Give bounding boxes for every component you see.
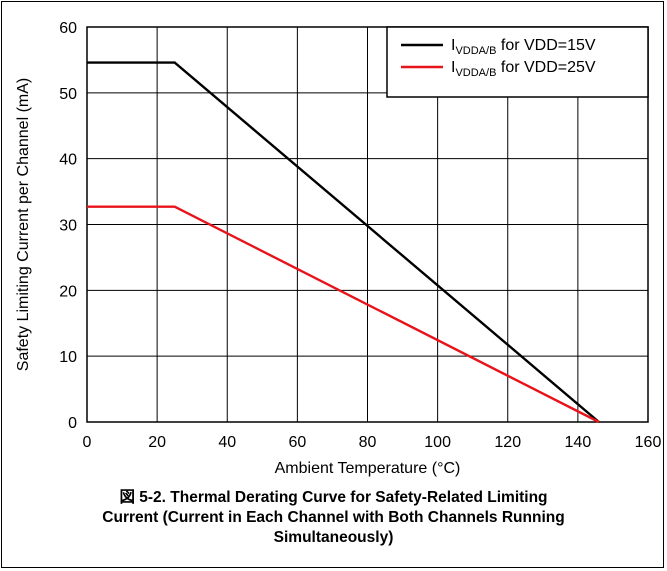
x-tick-label: 140 <box>565 434 592 451</box>
x-tick-label: 160 <box>635 434 662 451</box>
series-lines <box>87 61 600 424</box>
y-tick-label: 0 <box>68 415 77 432</box>
legend-label-2: IVDDA/B for VDD=25V <box>451 59 596 79</box>
x-tick-label: 0 <box>83 434 92 451</box>
legend-label-1: IVDDA/B for VDD=15V <box>451 37 596 57</box>
legend-box <box>386 26 649 98</box>
x-tick-labels: 0 20 40 60 80 100 120 140 160 <box>83 434 662 451</box>
x-tick-label: 120 <box>494 434 521 451</box>
x-tick-label: 20 <box>148 434 166 451</box>
y-tick-label: 50 <box>59 86 77 103</box>
caption-line-1: 図 5-2. Thermal Derating Curve for Safety… <box>119 489 548 506</box>
y-tick-label: 30 <box>59 218 77 235</box>
series-line-1 <box>87 61 600 423</box>
y-tick-labels: 0 10 20 30 40 50 60 <box>59 20 77 432</box>
y-tick-label: 40 <box>59 152 77 169</box>
y-tick-label: 60 <box>59 20 77 37</box>
plot-area <box>86 26 649 423</box>
y-axis-label: Safety Limiting Current per Channel (mA) <box>15 78 32 371</box>
y-tick-label: 20 <box>59 283 77 300</box>
x-tick-label: 80 <box>359 434 377 451</box>
x-axis-label: Ambient Temperature (°C) <box>275 460 461 477</box>
figure-caption: 図 5-2. Thermal Derating Curve for Safety… <box>0 488 667 548</box>
y-tick-label: 10 <box>59 349 77 366</box>
x-tick-label: 60 <box>288 434 306 451</box>
caption-line-3: Simultaneously) <box>273 529 394 546</box>
series-line-2 <box>87 205 600 424</box>
x-tick-label: 100 <box>424 434 451 451</box>
derating-chart: 0 20 40 60 80 100 120 140 160 0 10 20 30 40 50 60 Ambi… <box>15 20 662 477</box>
x-tick-label: 40 <box>218 434 236 451</box>
caption-line-2: Current (Current in Each Channel with Bo… <box>102 509 565 526</box>
